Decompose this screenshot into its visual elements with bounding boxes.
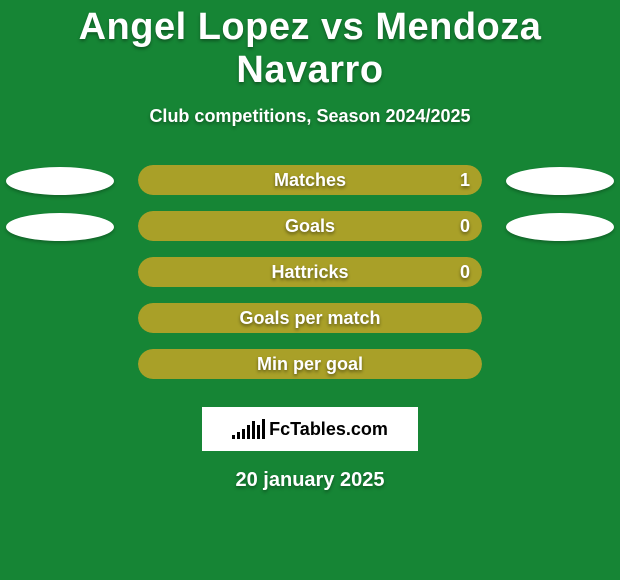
player-right-oval — [506, 167, 614, 195]
stat-row: Hattricks0 — [0, 257, 620, 303]
stat-value: 0 — [460, 211, 470, 241]
stat-bar: Matches1 — [138, 165, 482, 195]
stat-label: Goals — [138, 211, 482, 241]
stat-label: Min per goal — [138, 349, 482, 379]
stat-row: Goals per match — [0, 303, 620, 349]
stat-label: Goals per match — [138, 303, 482, 333]
title: Angel Lopez vs Mendoza Navarro — [0, 6, 620, 92]
stat-row: Goals0 — [0, 211, 620, 257]
stat-row: Min per goal — [0, 349, 620, 395]
player-left-oval — [6, 167, 114, 195]
stat-bars: Matches1Goals0Hattricks0Goals per matchM… — [0, 165, 620, 395]
player-left-oval — [6, 213, 114, 241]
subtitle: Club competitions, Season 2024/2025 — [0, 106, 620, 127]
stat-label: Matches — [138, 165, 482, 195]
logo: FcTables.com — [202, 407, 418, 451]
stat-bar: Hattricks0 — [138, 257, 482, 287]
date: 20 january 2025 — [0, 469, 620, 492]
stat-row: Matches1 — [0, 165, 620, 211]
logo-text: FcTables.com — [269, 419, 388, 440]
stat-bar: Goals per match — [138, 303, 482, 333]
comparison-card: Angel Lopez vs Mendoza Navarro Club comp… — [0, 0, 620, 492]
stat-value: 1 — [460, 165, 470, 195]
stat-bar: Min per goal — [138, 349, 482, 379]
stat-bar: Goals0 — [138, 211, 482, 241]
player-right-oval — [506, 213, 614, 241]
logo-bars-icon — [232, 419, 265, 439]
stat-label: Hattricks — [138, 257, 482, 287]
stat-value: 0 — [460, 257, 470, 287]
